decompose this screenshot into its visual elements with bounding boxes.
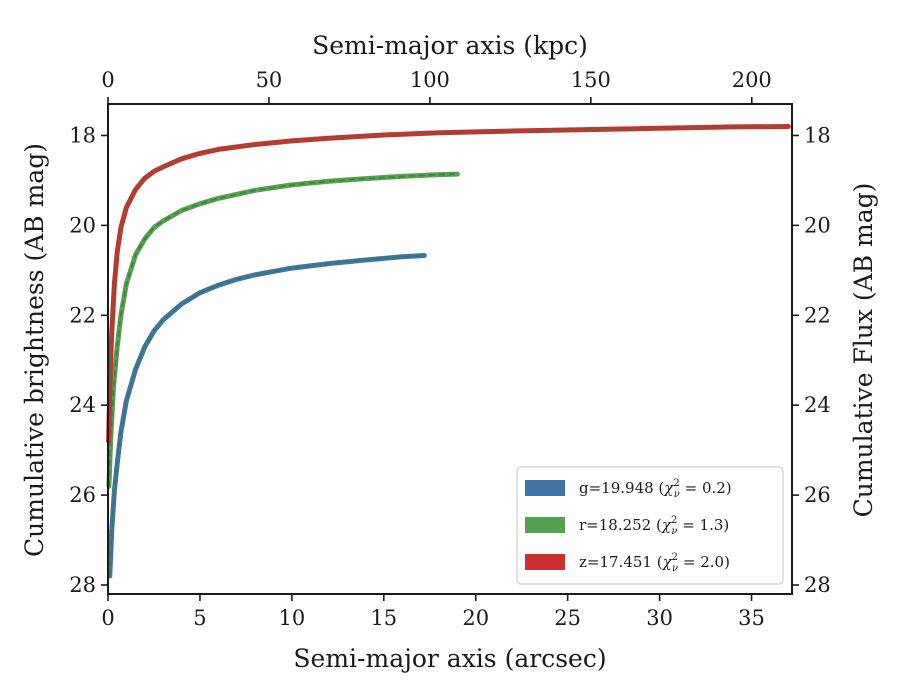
y-tick-label: 20 <box>69 213 96 237</box>
legend-box <box>516 466 784 585</box>
x-tick-label: 0 <box>101 606 114 630</box>
top-tick-label: 50 <box>256 68 283 92</box>
x-tick-label: 35 <box>738 606 765 630</box>
plot-area <box>106 124 791 579</box>
model-line-z <box>107 125 789 442</box>
legend-swatch-r <box>525 517 565 533</box>
y-right-tick-label: 26 <box>804 483 831 507</box>
y-axis-title: Cumulative brightness (AB mag) <box>20 143 49 557</box>
y-tick-label: 18 <box>69 123 96 147</box>
x-tick-label: 25 <box>554 606 581 630</box>
x-axis-title: Semi-major axis (arcsec) <box>293 644 606 673</box>
top-tick-label: 200 <box>732 68 772 92</box>
x-tick-label: 10 <box>279 606 306 630</box>
y-right-tick-label: 20 <box>804 213 831 237</box>
legend: g=19.948 (χ2 ν = 0.2) r=18.252 (χ2 ν = 1.3)… <box>516 466 784 585</box>
x-tick-label: 30 <box>646 606 673 630</box>
y-right-axis-title: Cumulative Flux (AB mag) <box>849 183 878 518</box>
y-right-tick-label: 22 <box>804 303 831 327</box>
top-tick-label: 0 <box>101 68 114 92</box>
legend-label-r: r=18.252 (χ2 ν = 1.3) <box>579 515 729 537</box>
top-tick-label: 100 <box>410 68 450 92</box>
legend-label-z: z=17.451 (χ2 ν = 2.0) <box>579 552 730 574</box>
legend-swatch-g <box>525 480 565 496</box>
y-tick-label: 24 <box>69 393 96 417</box>
series-line-g <box>107 253 427 579</box>
axes: 0 5 10 15 20 25 30 35 0 50 100 150 200 18 18 20 20 22 22 24… <box>69 68 830 630</box>
x-tick-label: 5 <box>193 606 206 630</box>
y-tick-label: 26 <box>69 483 96 507</box>
x-top-axis-title: Semi-major axis (kpc) <box>312 31 588 60</box>
y-tick-label: 22 <box>69 303 96 327</box>
plot-frame <box>107 103 793 595</box>
x-tick-label: 15 <box>370 606 397 630</box>
y-right-tick-label: 18 <box>804 123 831 147</box>
y-right-tick-label: 24 <box>804 393 831 417</box>
x-tick-label: 20 <box>462 606 489 630</box>
top-tick-label: 150 <box>571 68 611 92</box>
y-tick-label: 28 <box>69 573 96 597</box>
y-right-tick-label: 28 <box>804 573 831 597</box>
legend-label-g: g=19.948 (χ2 ν = 0.2) <box>579 478 732 500</box>
legend-swatch-z <box>525 554 565 570</box>
model-line-r <box>108 173 458 487</box>
